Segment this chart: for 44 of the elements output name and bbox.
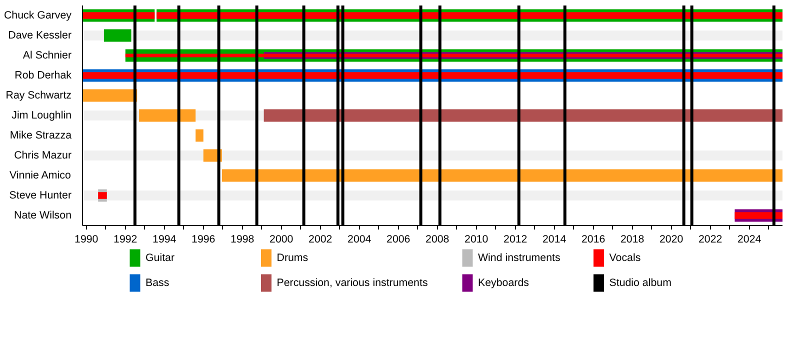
x-tick-label: 1996: [192, 234, 216, 246]
y-tick-label: Steve Hunter: [9, 190, 72, 202]
x-tick-label: 2006: [386, 234, 410, 246]
y-tick-label: Dave Kessler: [8, 30, 72, 42]
legend-label: Guitar: [146, 252, 175, 264]
legend-label: Bass: [146, 277, 170, 289]
legend-label: Keyboards: [478, 277, 529, 289]
x-tick-label: 2016: [582, 234, 606, 246]
legend-label: Wind instruments: [478, 252, 560, 264]
y-tick-label: Ray Schwartz: [6, 90, 72, 102]
bar: [104, 29, 132, 42]
x-tick-label: 2012: [504, 234, 528, 246]
bar: [196, 129, 204, 142]
legend-label: Percussion, various instruments: [276, 277, 428, 289]
y-tick-label: Nate Wilson: [14, 210, 72, 222]
x-tick-label: 2024: [738, 234, 762, 246]
bar: [98, 192, 107, 199]
x-tick-label: 1992: [114, 234, 138, 246]
legend-label: Drums: [276, 252, 308, 264]
legend-label: Studio album: [609, 277, 672, 289]
y-tick-label: Al Schnier: [22, 50, 72, 62]
x-tick-label: 2004: [348, 234, 372, 246]
y-tick-label: Rob Derhak: [14, 70, 72, 82]
y-tick-label: Mike Strazza: [10, 130, 72, 142]
x-tick-label: 2014: [542, 234, 566, 246]
bar: [82, 12, 155, 19]
x-tick-label: 2008: [426, 234, 450, 246]
bar: [82, 89, 138, 102]
bar: [734, 212, 782, 219]
x-tick-label: 2020: [660, 234, 684, 246]
x-tick-label: 2010: [464, 234, 488, 246]
x-tick-label: 2000: [270, 234, 294, 246]
y-tick-label: Chris Mazur: [14, 150, 72, 162]
x-tick-label: 2018: [620, 234, 644, 246]
y-tick-label: Chuck Garvey: [4, 10, 72, 22]
y-tick-label: Vinnie Amico: [10, 170, 71, 182]
legend-label: Vocals: [609, 252, 641, 264]
x-tick-label: 1994: [152, 234, 176, 246]
x-tick-label: 2002: [308, 234, 332, 246]
bar: [139, 109, 196, 122]
x-tick-label: 1990: [74, 234, 98, 246]
x-tick-label: 1998: [230, 234, 254, 246]
y-tick-label: Jim Loughlin: [12, 110, 72, 122]
x-tick-label: 2022: [698, 234, 722, 246]
